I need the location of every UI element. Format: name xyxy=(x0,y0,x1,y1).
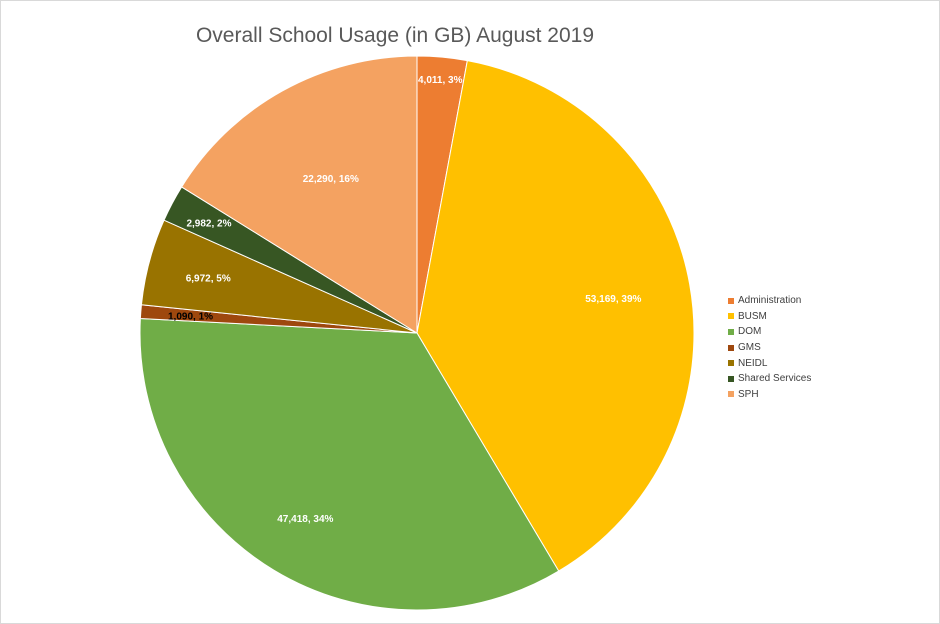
legend-label: BUSM xyxy=(738,310,767,322)
legend-item-neidl: NEIDL xyxy=(728,355,820,371)
data-label-shared-services: 2,982, 2% xyxy=(186,219,231,230)
data-label-busm: 53,169, 39% xyxy=(585,294,641,305)
legend-item-shared-services: Shared Services xyxy=(728,371,820,387)
legend-item-sph: SPH xyxy=(728,387,820,403)
legend-item-dom: DOM xyxy=(728,324,820,340)
data-label-dom: 47,418, 34% xyxy=(277,514,333,525)
legend-label: GMS xyxy=(738,342,761,354)
pie-slice-dom xyxy=(139,317,560,611)
legend-label: SPH xyxy=(738,388,759,400)
data-label-neidl: 6,972, 5% xyxy=(186,273,231,284)
legend-label: Shared Services xyxy=(738,373,812,385)
legend-swatch xyxy=(728,360,734,367)
data-label-administration: 4,011, 3% xyxy=(418,75,463,86)
data-label-sph: 22,290, 16% xyxy=(303,174,359,185)
pie-slice-sph xyxy=(180,55,418,334)
legend-label: Administration xyxy=(738,295,802,307)
chart-title: Overall School Usage (in GB) August 2019 xyxy=(195,24,595,47)
legend-swatch xyxy=(728,313,734,320)
legend-swatch xyxy=(728,391,734,398)
legend-swatch xyxy=(728,375,734,382)
legend-item-gms: GMS xyxy=(728,340,820,356)
legend-swatch xyxy=(728,344,734,351)
legend-swatch xyxy=(728,297,734,304)
pie-slice-busm xyxy=(416,60,695,572)
legend-label: NEIDL xyxy=(738,357,768,369)
legend-swatch xyxy=(728,328,734,335)
legend-item-administration: Administration xyxy=(728,293,820,309)
chart-legend: Administration BUSM DOM GMS NEIDL Shared Serv… xyxy=(724,291,820,403)
data-label-gms: 1,090, 1% xyxy=(168,311,213,322)
legend-item-busm: BUSM xyxy=(728,309,820,325)
legend-label: DOM xyxy=(738,326,762,338)
